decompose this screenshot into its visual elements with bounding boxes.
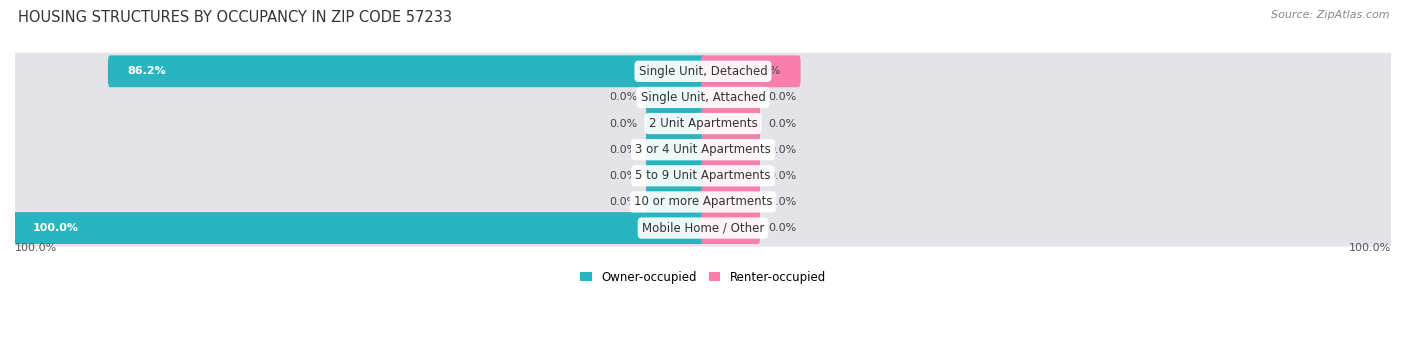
Text: 100.0%: 100.0%: [32, 223, 79, 233]
Text: 10 or more Apartments: 10 or more Apartments: [634, 195, 772, 208]
Text: 0.0%: 0.0%: [609, 197, 638, 207]
Text: Single Unit, Detached: Single Unit, Detached: [638, 65, 768, 78]
FancyBboxPatch shape: [13, 105, 1393, 142]
Text: 3 or 4 Unit Apartments: 3 or 4 Unit Apartments: [636, 143, 770, 156]
FancyBboxPatch shape: [13, 183, 1393, 221]
FancyBboxPatch shape: [13, 53, 1393, 90]
FancyBboxPatch shape: [645, 160, 704, 192]
FancyBboxPatch shape: [13, 79, 1393, 116]
FancyBboxPatch shape: [108, 55, 704, 87]
Text: 0.0%: 0.0%: [609, 171, 638, 181]
Text: HOUSING STRUCTURES BY OCCUPANCY IN ZIP CODE 57233: HOUSING STRUCTURES BY OCCUPANCY IN ZIP C…: [18, 10, 453, 25]
FancyBboxPatch shape: [645, 134, 704, 166]
Text: 2 Unit Apartments: 2 Unit Apartments: [648, 117, 758, 130]
Text: 0.0%: 0.0%: [609, 119, 638, 129]
FancyBboxPatch shape: [13, 209, 1393, 247]
Text: 0.0%: 0.0%: [768, 223, 797, 233]
Text: 13.9%: 13.9%: [747, 66, 782, 76]
Legend: Owner-occupied, Renter-occupied: Owner-occupied, Renter-occupied: [575, 266, 831, 288]
Text: 0.0%: 0.0%: [768, 145, 797, 155]
FancyBboxPatch shape: [702, 186, 761, 218]
FancyBboxPatch shape: [645, 186, 704, 218]
Text: 0.0%: 0.0%: [768, 119, 797, 129]
Text: 0.0%: 0.0%: [768, 92, 797, 102]
FancyBboxPatch shape: [13, 212, 704, 244]
FancyBboxPatch shape: [702, 108, 761, 139]
FancyBboxPatch shape: [13, 157, 1393, 194]
Text: Source: ZipAtlas.com: Source: ZipAtlas.com: [1271, 10, 1389, 20]
Text: Mobile Home / Other: Mobile Home / Other: [641, 222, 765, 235]
Text: 0.0%: 0.0%: [609, 145, 638, 155]
FancyBboxPatch shape: [645, 81, 704, 113]
Text: 0.0%: 0.0%: [768, 171, 797, 181]
Text: 5 to 9 Unit Apartments: 5 to 9 Unit Apartments: [636, 169, 770, 182]
FancyBboxPatch shape: [702, 81, 761, 113]
FancyBboxPatch shape: [645, 108, 704, 139]
Text: 86.2%: 86.2%: [127, 66, 166, 76]
Text: 100.0%: 100.0%: [1348, 243, 1391, 253]
FancyBboxPatch shape: [702, 160, 761, 192]
FancyBboxPatch shape: [702, 134, 761, 166]
Text: Single Unit, Attached: Single Unit, Attached: [641, 91, 765, 104]
FancyBboxPatch shape: [702, 55, 800, 87]
Text: 0.0%: 0.0%: [609, 92, 638, 102]
Text: 100.0%: 100.0%: [15, 243, 58, 253]
FancyBboxPatch shape: [13, 131, 1393, 168]
FancyBboxPatch shape: [702, 212, 761, 244]
Text: 0.0%: 0.0%: [768, 197, 797, 207]
